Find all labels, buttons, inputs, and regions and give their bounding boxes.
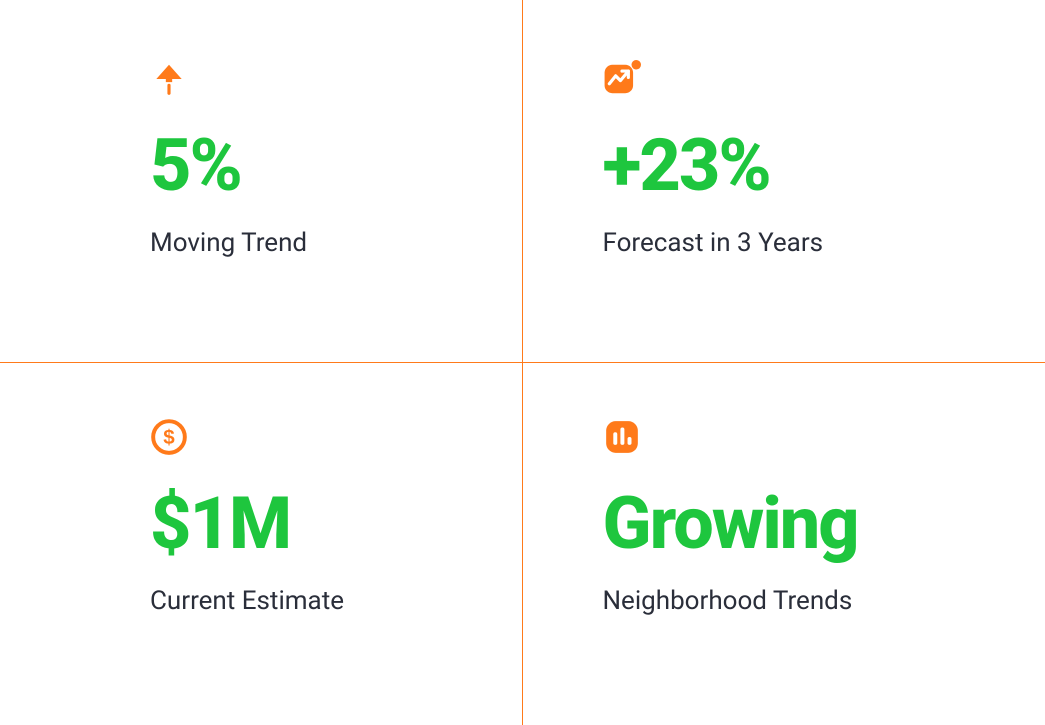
dollar-icon: $ [150,418,522,458]
stat-label: Neighborhood Trends [603,586,1045,616]
stat-value: $1M [150,488,522,560]
stat-value: Growing [603,488,1045,560]
card-forecast: +23% Forecast in 3 Years [523,0,1045,363]
stat-label: Forecast in 3 Years [603,228,1045,258]
card-neighborhood-trends: Growing Neighborhood Trends [523,363,1045,725]
bar-chart-icon [603,418,1045,458]
stat-value: 5% [150,130,522,202]
card-moving-trend: 5% Moving Trend [0,0,523,363]
arrow-up-icon [150,60,522,100]
stats-grid: 5% Moving Trend +23% Forecast in 3 Years… [0,0,1045,725]
svg-text:$: $ [163,426,175,449]
trend-chart-icon [603,60,1045,100]
stat-value: +23% [603,130,1045,202]
card-current-estimate: $ $1M Current Estimate [0,363,523,725]
stat-label: Current Estimate [150,586,522,616]
stat-label: Moving Trend [150,228,522,258]
